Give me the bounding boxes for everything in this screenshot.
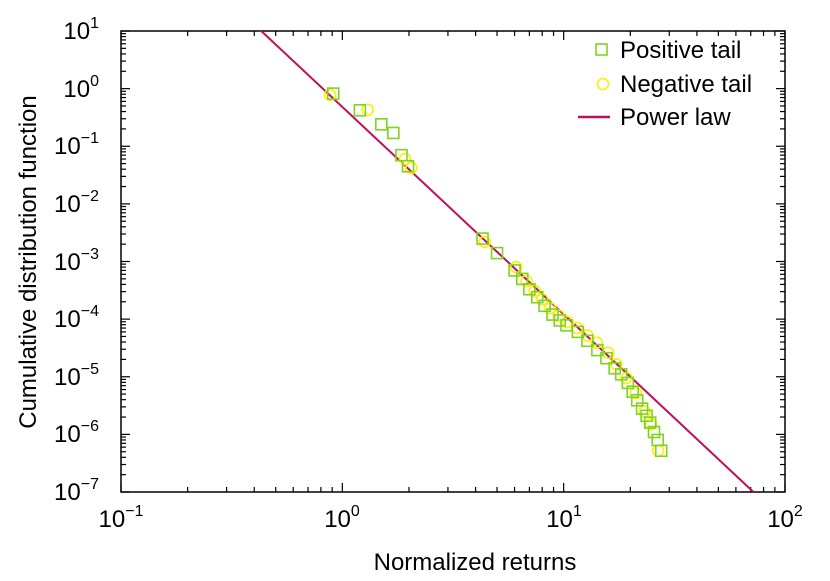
positive-tail-point <box>640 409 653 423</box>
y-tick-label: 10−6 <box>54 418 99 448</box>
legend-label-positive: Positive tail <box>620 37 741 64</box>
plot-area <box>259 31 755 492</box>
negative-tail-point <box>405 161 418 175</box>
negative-tail-point <box>590 336 603 349</box>
y-tick-label: 10−4 <box>54 303 99 333</box>
axis-ticks <box>120 30 786 493</box>
y-tick-label: 10−1 <box>54 130 99 160</box>
legend-circle-marker <box>596 77 610 91</box>
positive-tail-point <box>387 126 400 140</box>
power-law-line <box>259 31 755 492</box>
y-axis-label: Cumulative distribution function <box>15 95 42 429</box>
positive-tail-point <box>353 104 367 117</box>
negative-tail-point <box>651 444 665 458</box>
negative-tail-series <box>323 88 665 458</box>
negative-tail-point <box>398 152 412 166</box>
legend: Positive tail Negative tail Power law <box>578 37 752 131</box>
negative-tail-point <box>520 274 533 288</box>
positive-tail-point <box>530 290 544 304</box>
positive-tail-point <box>395 148 408 162</box>
x-axis-label: Normalized returns <box>374 549 577 576</box>
plot-frame <box>120 30 786 493</box>
legend-label-negative: Negative tail <box>620 71 752 98</box>
y-tick-label: 100 <box>63 73 99 103</box>
positive-tail-point <box>508 264 521 277</box>
y-tick-label: 10−3 <box>54 246 99 276</box>
x-tick-labels: 10−1 100 101 102 <box>99 503 803 533</box>
x-tick-label: 101 <box>546 503 582 533</box>
x-tick-label: 102 <box>767 503 803 533</box>
positive-tail-point <box>581 334 594 348</box>
positive-tail-point <box>635 402 649 415</box>
y-tick-label: 101 <box>63 15 99 45</box>
positive-tail-point <box>647 425 661 439</box>
positive-tail-point <box>654 444 668 458</box>
positive-tail-point <box>476 232 489 245</box>
negative-tail-point <box>629 386 643 400</box>
positive-tail-point <box>571 325 585 339</box>
positive-tail-point <box>651 433 665 447</box>
positive-tail-point <box>538 299 551 313</box>
positive-tail-point <box>490 246 504 260</box>
negative-tail-point <box>561 315 574 329</box>
positive-tail-point <box>523 282 536 296</box>
positive-tail-point <box>626 385 639 399</box>
y-tick-label: 10−2 <box>54 188 99 218</box>
positive-tail-point <box>643 416 657 429</box>
x-tick-label: 100 <box>324 503 360 533</box>
negative-tail-point <box>323 88 337 102</box>
positive-tail-point <box>591 343 604 357</box>
negative-tail-point <box>478 235 492 249</box>
positive-tail-point <box>401 159 415 173</box>
positive-tail-point <box>614 368 628 381</box>
positive-tail-point <box>515 272 529 286</box>
x-tick-label: 10−1 <box>99 503 144 533</box>
y-tick-labels: 101 100 10−1 10−2 10−3 10−4 10−5 10−6 10… <box>54 15 99 506</box>
positive-tail-point <box>560 319 573 332</box>
positive-tail-point <box>600 351 613 365</box>
legend-square-marker <box>595 43 608 56</box>
y-tick-label: 10−5 <box>54 361 99 391</box>
positive-tail-series <box>326 87 668 458</box>
y-tick-label: 10−7 <box>54 476 99 506</box>
legend-label-power-law: Power law <box>620 104 731 131</box>
positive-tail-point <box>326 87 340 100</box>
negative-tail-point <box>361 103 374 117</box>
positive-tail-point <box>375 118 388 131</box>
